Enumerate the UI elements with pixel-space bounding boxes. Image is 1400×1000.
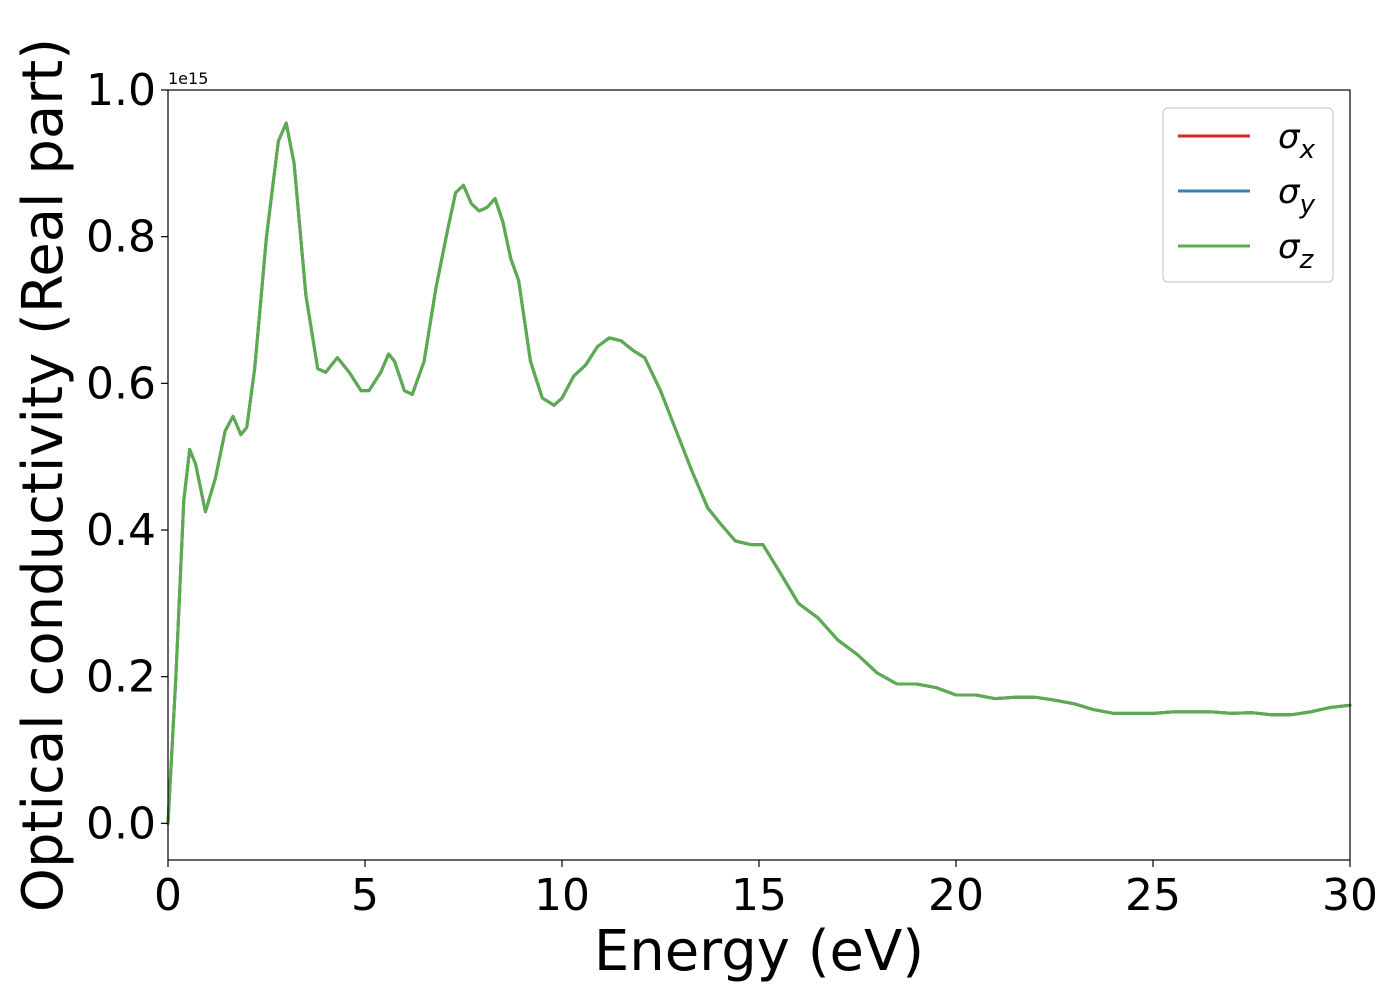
legend-label: σx [1278, 117, 1316, 165]
legend: σx σy σz [1162, 107, 1334, 283]
x-tick-label: 0 [154, 870, 182, 921]
legend-label: σy [1278, 172, 1316, 220]
legend-label: σz [1278, 227, 1315, 275]
x-axis-label: Energy (eV) [594, 919, 924, 984]
y-tick-label: 0.6 [86, 358, 156, 409]
legend-box [1162, 107, 1334, 283]
x-tick-label: 15 [731, 870, 787, 921]
x-tick-label: 10 [534, 870, 590, 921]
y-tick-label: 0.2 [86, 652, 156, 703]
y-axis-label: Optical conductivity (Real part) [11, 38, 76, 912]
x-tick-label: 25 [1125, 870, 1181, 921]
x-tick-label: 5 [351, 870, 379, 921]
y-offset-label: 1e15 [168, 69, 208, 88]
y-tick-label: 0.0 [86, 798, 156, 849]
x-axis: 0 5 10 15 20 25 30 [154, 860, 1378, 921]
y-axis: 0.0 0.2 0.4 0.6 0.8 1.0 [86, 65, 168, 849]
x-tick-label: 30 [1322, 870, 1378, 921]
series-line-3 [166, 121, 1352, 825]
x-tick-label: 20 [928, 870, 984, 921]
y-tick-label: 1.0 [86, 65, 156, 116]
y-tick-label: 0.4 [86, 505, 156, 556]
series-layer [166, 121, 1352, 825]
y-tick-label: 0.8 [86, 212, 156, 263]
plot-area [168, 90, 1350, 860]
